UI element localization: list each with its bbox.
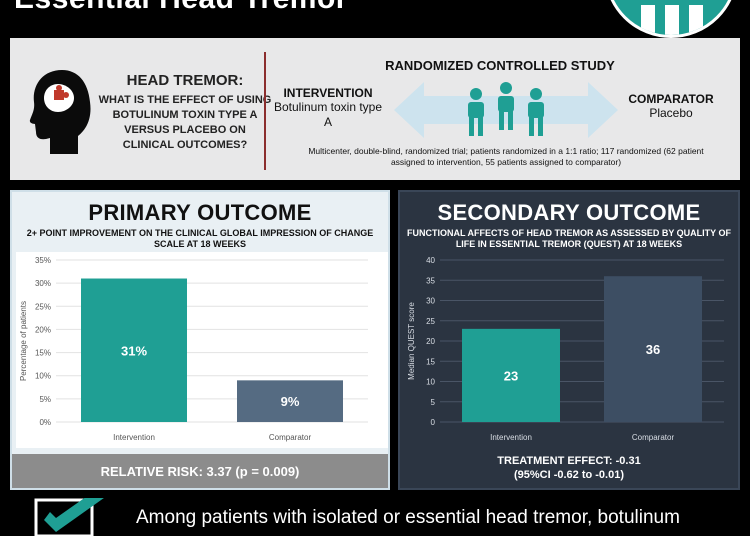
y-tick-label: 35%: [35, 256, 51, 265]
primary-chart-svg: 0% 5% 10% 15% 20% 25% 30% 35% Percentage of pati…: [19, 256, 368, 442]
journal-logo: [604, 0, 738, 38]
x-tick-label: Comparator: [269, 433, 312, 442]
y-tick-label: 10%: [35, 372, 51, 381]
secondary-chart-svg: 0 5 10 15 20 25 30 35 40 Median QUEST score 23 Inte…: [407, 256, 724, 442]
secondary-outcome-subtitle: FUNCTIONAL AFFECTS OF HEAD TREMOR AS ASS…: [406, 228, 732, 249]
comparator-block: COMPARATOR Placebo: [616, 92, 726, 121]
question-text: WHAT IS THE EFFECT OF USING BOTULINUM TO…: [98, 94, 272, 151]
x-tick-label: Comparator: [632, 433, 675, 442]
y-tick-label: 15%: [35, 349, 51, 358]
study-design-title: RANDOMIZED CONTROLLED STUDY: [385, 58, 615, 73]
y-tick-label: 5: [431, 398, 436, 407]
y-tick-label: 25: [426, 317, 435, 326]
bar-comparator: [604, 276, 702, 422]
data-label: 23: [504, 368, 518, 383]
page-title: Essential Head Tremor: [14, 0, 348, 16]
y-tick-label: 0%: [39, 418, 51, 427]
intervention-label: INTERVENTION: [283, 86, 373, 100]
y-tick-label: 20%: [35, 325, 51, 334]
double-arrow-people-icon: [394, 82, 618, 138]
intervention-block: INTERVENTION Botulinum toxin type A: [272, 86, 384, 130]
y-tick-label: 25%: [35, 302, 51, 311]
y-tick-label: 10: [426, 378, 435, 387]
y-tick-label: 20: [426, 337, 435, 346]
vertical-divider: [264, 52, 266, 170]
y-tick-label: 5%: [39, 395, 51, 404]
confidence-interval: (95%CI -0.62 to -0.01): [513, 469, 625, 481]
y-tick-label: 40: [426, 256, 435, 265]
y-tick-label: 0: [431, 418, 436, 427]
y-tick-label: 30%: [35, 279, 51, 288]
data-label: 9%: [281, 394, 300, 409]
x-tick-label: Intervention: [113, 433, 155, 442]
x-tick-label: Intervention: [490, 433, 532, 442]
data-label: 36: [646, 342, 660, 357]
question-title: HEAD TREMOR:: [126, 72, 244, 89]
y-axis-label: Median QUEST score: [407, 302, 416, 380]
primary-outcome-title: PRIMARY OUTCOME: [88, 200, 312, 225]
bar-intervention: [81, 278, 187, 422]
study-design-panel: HEAD TREMOR: WHAT IS THE EFFECT OF USING…: [10, 38, 740, 180]
primary-outcome-panel: PRIMARY OUTCOME 2+ POINT IMPROVEMENT ON …: [10, 190, 390, 490]
y-tick-label: 35: [426, 276, 435, 285]
primary-chart: 0% 5% 10% 15% 20% 25% 30% 35% Percentage of pati…: [16, 252, 388, 448]
study-description: Multicenter, double-blind, randomized tr…: [308, 146, 704, 167]
treatment-effect: TREATMENT EFFECT: -0.31: [497, 455, 641, 467]
secondary-outcome-panel: SECONDARY OUTCOME FUNCTIONAL AFFECTS OF …: [398, 190, 740, 490]
bar-intervention: [462, 328, 560, 422]
y-tick-label: 30: [426, 297, 435, 306]
primary-outcome-footer: RELATIVE RISK: 3.37 (p = 0.009): [12, 454, 388, 488]
primary-outcome-subtitle: 2+ POINT IMPROVEMENT ON THE CLINICAL GLO…: [26, 228, 374, 249]
comparator-value: Placebo: [649, 106, 693, 120]
head-puzzle-icon: [29, 70, 91, 154]
secondary-outcome-footer: TREATMENT EFFECT: -0.31 (95%CI -0.62 to …: [400, 448, 738, 488]
checkmark-icon: [34, 498, 120, 536]
conclusion-text: Among patients with isolated or essentia…: [136, 507, 680, 528]
clinical-question: HEAD TREMOR: WHAT IS THE EFFECT OF USING…: [98, 72, 272, 153]
intervention-value: Botulinum toxin type A: [273, 100, 383, 129]
secondary-chart: 0 5 10 15 20 25 30 35 40 Median QUEST score 23 Inte…: [404, 252, 738, 448]
data-label: 31%: [121, 343, 147, 358]
bar-comparator: [237, 380, 343, 422]
secondary-outcome-title: SECONDARY OUTCOME: [437, 200, 701, 225]
comparator-label: COMPARATOR: [628, 92, 714, 106]
y-tick-label: 15: [426, 357, 435, 366]
y-axis-label: Percentage of patients: [19, 301, 28, 381]
